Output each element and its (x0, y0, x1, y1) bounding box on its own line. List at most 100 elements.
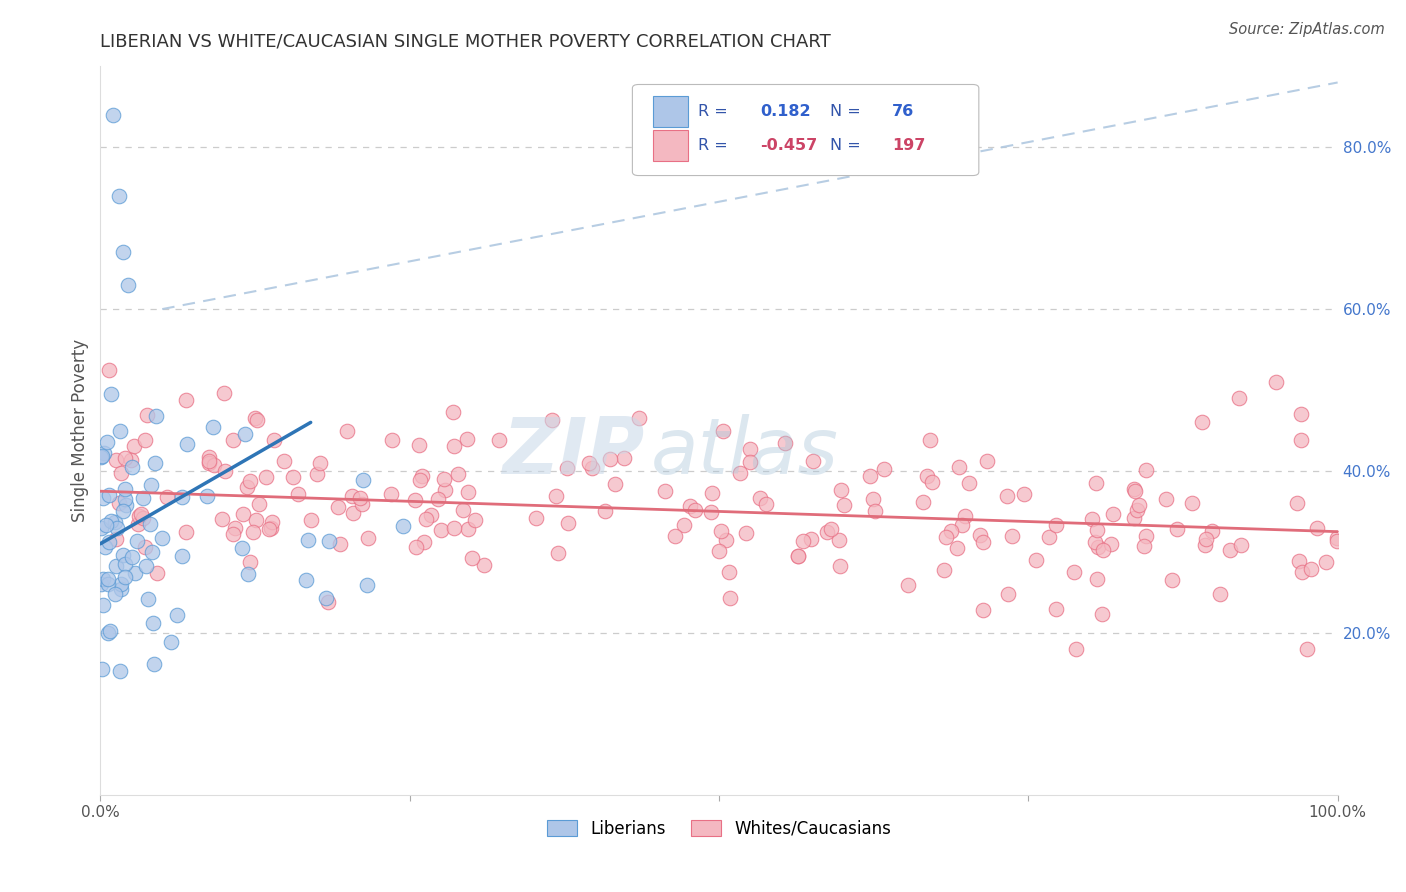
Point (100, 387, 122, 401)
Point (326, 500, 349, 514)
Point (381, 433, 404, 447)
Point (231, 541, 253, 555)
Point (411, 468, 433, 483)
Point (409, 473, 432, 487)
Point (1091, 543, 1114, 558)
Point (97, 576, 120, 591)
Point (127, 534, 149, 549)
Point (141, 477, 163, 491)
Point (242, 525, 264, 540)
Point (260, 515, 283, 529)
Point (287, 486, 309, 500)
Point (146, 566, 169, 581)
Point (524, 511, 547, 525)
Point (112, 549, 135, 563)
Point (775, 436, 797, 450)
Point (232, 507, 254, 521)
Point (434, 483, 457, 498)
Point (356, 578, 378, 592)
Point (172, 491, 194, 505)
Point (863, 503, 886, 517)
Point (828, 533, 851, 547)
Point (488, 434, 510, 448)
Point (1045, 518, 1067, 533)
Point (405, 540, 427, 554)
Point (238, 566, 260, 581)
Point (305, 467, 328, 481)
Point (1289, 433, 1312, 447)
Point (349, 491, 371, 506)
Point (104, 515, 127, 529)
Point (114, 482, 136, 496)
Point (380, 487, 402, 501)
Text: R =: R = (697, 138, 733, 153)
Text: R =: R = (697, 104, 733, 119)
Point (246, 413, 269, 427)
Point (800, 533, 823, 547)
Point (132, 510, 155, 524)
Point (735, 526, 758, 541)
Point (143, 456, 166, 470)
Point (1227, 391, 1250, 405)
Point (873, 462, 896, 476)
Point (134, 433, 156, 447)
Point (950, 518, 973, 533)
Point (1102, 508, 1125, 522)
Point (555, 461, 578, 475)
Point (918, 433, 941, 447)
Point (122, 439, 145, 453)
Point (1285, 495, 1308, 509)
Text: N =: N = (831, 104, 866, 119)
Point (953, 508, 976, 523)
Point (1160, 573, 1182, 587)
Point (308, 456, 330, 470)
Point (1295, 641, 1317, 656)
Point (156, 491, 179, 505)
Point (134, 540, 156, 554)
Point (457, 522, 479, 536)
Point (114, 492, 136, 507)
Point (132, 491, 155, 506)
Point (728, 467, 751, 481)
Point (578, 456, 600, 470)
Point (97, 625, 120, 640)
Point (166, 608, 188, 623)
Point (392, 519, 415, 533)
Point (247, 497, 270, 511)
Point (700, 486, 723, 500)
Point (443, 439, 465, 453)
Point (946, 541, 969, 555)
Point (755, 497, 778, 511)
Point (433, 472, 456, 486)
Point (740, 455, 762, 469)
Point (221, 433, 243, 447)
Point (211, 512, 233, 526)
Point (124, 566, 146, 580)
Point (93, 573, 115, 587)
Point (1001, 529, 1024, 543)
Point (717, 566, 740, 580)
Point (593, 504, 616, 518)
Point (1122, 483, 1144, 497)
Point (415, 512, 437, 526)
Point (456, 432, 478, 446)
Point (104, 558, 127, 573)
Point (202, 420, 225, 434)
Point (1133, 539, 1156, 553)
Point (111, 245, 134, 260)
Point (1135, 528, 1157, 542)
Point (172, 549, 194, 564)
FancyBboxPatch shape (633, 85, 979, 176)
Point (581, 460, 603, 475)
Point (94, 540, 117, 554)
Point (1315, 555, 1337, 569)
Point (412, 534, 434, 549)
Point (245, 513, 267, 527)
Point (408, 438, 430, 452)
Point (1087, 540, 1109, 554)
Point (318, 534, 340, 549)
Point (281, 469, 304, 483)
Point (613, 451, 636, 466)
Point (198, 456, 221, 470)
Point (1208, 586, 1230, 600)
